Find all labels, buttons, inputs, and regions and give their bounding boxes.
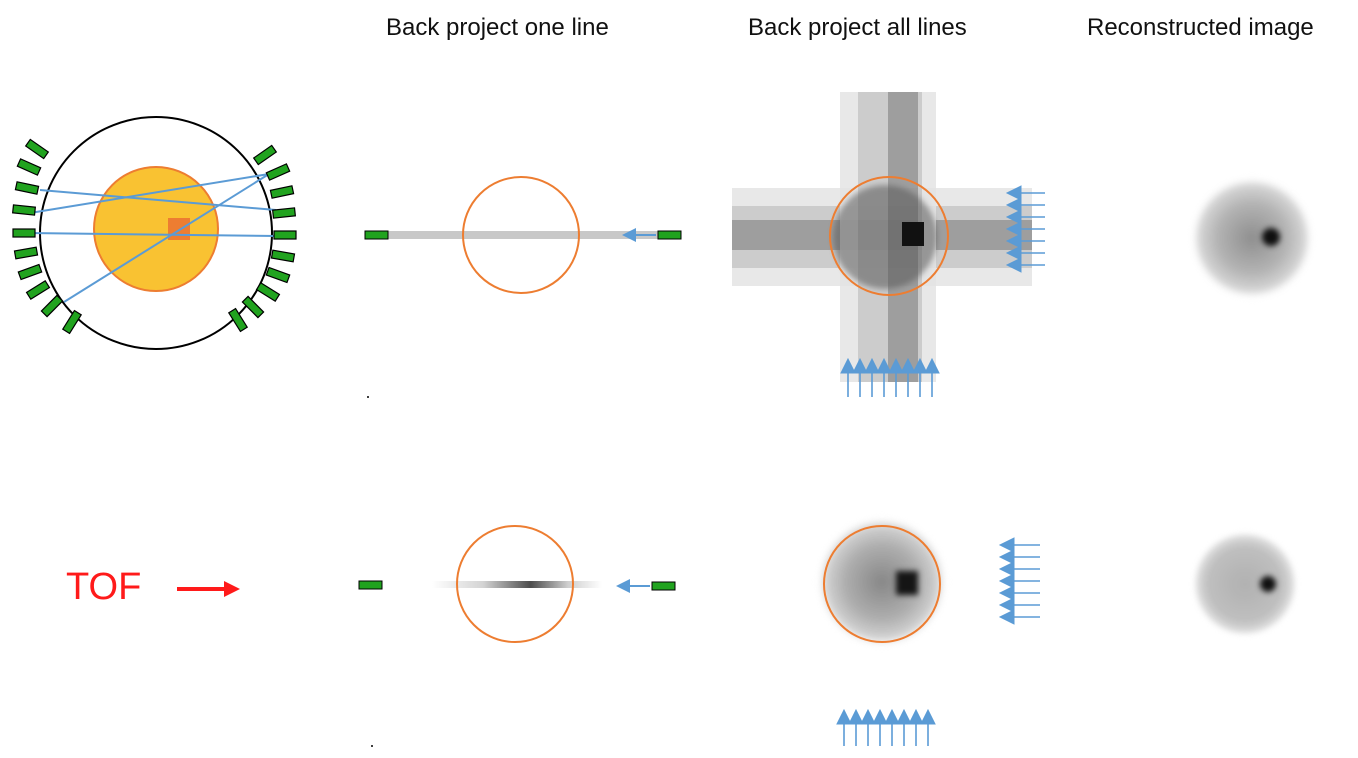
- detector-block: [227, 307, 249, 333]
- detector-block: [14, 181, 40, 195]
- all-lines-backprojection-tof: [816, 516, 1040, 746]
- hot-spot-estimate: [902, 222, 924, 246]
- reconstructed-hot-spot: [1260, 576, 1276, 592]
- backprojected-line: [388, 231, 658, 239]
- title-back-project-one-line: Back project one line: [386, 14, 609, 41]
- stray-dot: [367, 396, 369, 398]
- lines-of-response: [27, 173, 277, 303]
- one-line-backprojection-tof: [358, 525, 676, 643]
- reconstructed-blob: [1193, 532, 1297, 636]
- detector-block: [265, 163, 291, 181]
- reconstructed-image-tof: [1193, 532, 1297, 636]
- detector-block: [13, 246, 39, 260]
- lor-line: [39, 189, 277, 211]
- detector-block: [270, 249, 296, 263]
- tof-weighted-line: [432, 581, 602, 588]
- detector-block: [241, 295, 265, 319]
- arrows-from-bottom-icon: [836, 708, 936, 746]
- object-outline: [823, 525, 941, 643]
- detector-block-left: [364, 230, 389, 240]
- all-lines-backprojection-nontof: [732, 92, 1045, 397]
- detector-block: [252, 144, 278, 166]
- detector-block: [11, 204, 37, 216]
- object-outline: [462, 176, 580, 294]
- lor-line: [63, 173, 270, 303]
- detector-block: [25, 279, 51, 301]
- arrow-left-icon: [616, 579, 650, 593]
- arrows-from-right-icon: [1005, 185, 1045, 273]
- detector-block: [17, 263, 43, 281]
- detector-blocks: [11, 138, 297, 335]
- tof-arrow-icon: [177, 581, 240, 597]
- hot-spot-source: [168, 218, 190, 240]
- detector-block-left: [358, 580, 383, 590]
- reconstructed-hot-spot: [1262, 228, 1280, 246]
- detector-block-right: [651, 581, 676, 591]
- detector-block: [255, 281, 281, 303]
- detector-block: [16, 158, 42, 176]
- title-reconstructed-image: Reconstructed image: [1087, 14, 1314, 41]
- tof-backprojected-blob: [816, 516, 948, 648]
- detector-block: [271, 207, 297, 219]
- detector-block: [265, 266, 291, 284]
- title-back-project-all-lines: Back project all lines: [748, 14, 967, 41]
- arrow-left-icon: [622, 228, 656, 242]
- detector-block: [61, 309, 83, 335]
- lor-line: [27, 232, 277, 237]
- hot-spot-estimate: [896, 571, 918, 595]
- object-outline: [829, 176, 949, 296]
- detector-block-right: [657, 230, 682, 240]
- stray-dot: [371, 745, 373, 747]
- detector-block: [40, 294, 64, 318]
- overlap-region: [833, 185, 937, 289]
- detector-block: [269, 185, 295, 199]
- one-line-backprojection-nontof: [364, 176, 682, 294]
- detector-block: [24, 138, 50, 160]
- lor-line: [29, 173, 270, 214]
- object-outline: [456, 525, 574, 643]
- arrows-from-right-icon: [998, 537, 1040, 625]
- tof-label: TOF: [66, 566, 142, 608]
- reconstructed-image-nontof: [1190, 176, 1314, 300]
- detector-block: [273, 230, 297, 240]
- reconstructed-blob: [1190, 176, 1314, 300]
- detector-block: [12, 228, 36, 238]
- pet-scanner-diagram: [11, 116, 297, 350]
- arrows-from-bottom-icon: [840, 357, 940, 397]
